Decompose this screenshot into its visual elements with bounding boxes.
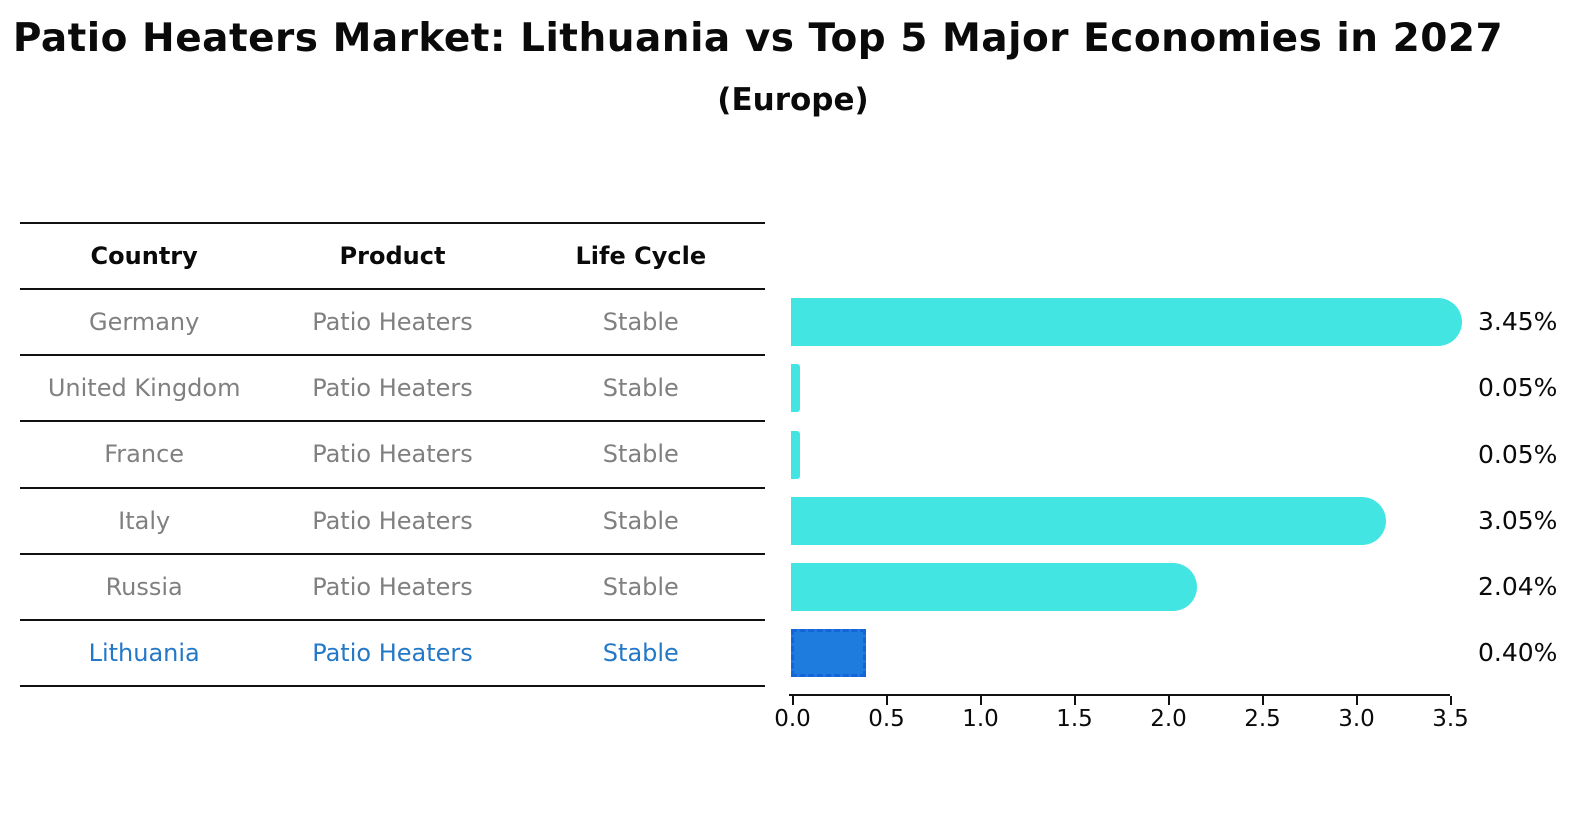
x-tick-label: 3.0: [1338, 706, 1375, 732]
x-tick-mark: [979, 696, 982, 705]
x-tick-label: 0.5: [868, 706, 905, 732]
column-header-country: Country: [90, 242, 198, 270]
bar-russia: [791, 562, 1197, 611]
x-tick-label: 3.5: [1432, 706, 1469, 732]
value-label-russia: 2.04%: [1478, 571, 1558, 601]
cell-country: United Kingdom: [47, 374, 241, 403]
column-header-product: Product: [339, 242, 446, 270]
bar-lithuania: [791, 629, 867, 678]
cell-country: Lithuania: [88, 639, 200, 668]
bar-italy: [791, 496, 1387, 545]
x-tick-mark: [1449, 696, 1452, 705]
x-tick-mark: [1355, 696, 1358, 705]
chart-subtitle: (Europe): [717, 82, 869, 118]
value-label-italy: 3.05%: [1478, 505, 1558, 535]
bar-united-kingdom: [791, 364, 801, 413]
cell-product: Patio Heaters: [312, 440, 473, 469]
country-table: Country Product Life Cycle Germany Patio …: [20, 222, 765, 688]
value-label-germany: 3.45%: [1478, 307, 1558, 337]
cell-country: Germany: [89, 308, 200, 337]
bar-france: [791, 430, 801, 479]
cell-product: Patio Heaters: [312, 639, 473, 668]
x-tick-label: 1.0: [962, 706, 999, 732]
x-tick-label: 1.5: [1056, 706, 1093, 732]
cell-country: Italy: [118, 506, 171, 535]
cell-country: France: [104, 440, 185, 469]
cell-life-cycle: Stable: [602, 440, 679, 469]
cell-life-cycle: Stable: [602, 374, 679, 403]
x-tick-label: 2.5: [1244, 706, 1281, 732]
x-axis-line: [789, 694, 1450, 696]
cell-life-cycle: Stable: [602, 506, 679, 535]
cell-country: Russia: [105, 572, 183, 601]
bar-germany: [791, 298, 1462, 347]
table-header-row: Country Product Life Cycle: [20, 224, 765, 290]
value-label-lithuania: 0.40%: [1478, 638, 1558, 668]
table-row-russia: Russia Patio Heaters Stable: [20, 555, 765, 621]
value-label-united-kingdom: 0.05%: [1478, 373, 1558, 403]
table-body: Germany Patio Heaters Stable United Kingdom…: [20, 290, 765, 688]
table-row-france: France Patio Heaters Stable: [20, 422, 765, 489]
column-header-life-cycle: Life Cycle: [575, 242, 707, 270]
table-row-italy: Italy Patio Heaters Stable: [20, 489, 765, 555]
table-row-united-kingdom: United Kingdom Patio Heaters Stable: [20, 356, 765, 423]
cell-life-cycle: Stable: [602, 308, 679, 337]
x-tick-mark: [885, 696, 888, 705]
x-tick-mark: [1073, 696, 1076, 705]
x-tick-label: 0.0: [774, 706, 811, 732]
cell-product: Patio Heaters: [312, 308, 473, 337]
x-tick-mark: [791, 696, 794, 705]
table-row-germany: Germany Patio Heaters Stable: [20, 290, 765, 357]
table-row-lithuania: Lithuania Patio Heaters Stable: [20, 621, 765, 688]
cell-life-cycle: Stable: [602, 639, 679, 668]
cell-product: Patio Heaters: [312, 572, 473, 601]
cell-life-cycle: Stable: [602, 572, 679, 601]
x-tick-label: 2.0: [1150, 706, 1187, 732]
chart-title: Patio Heaters Market: Lithuania vs Top 5…: [12, 16, 1504, 61]
cell-product: Patio Heaters: [312, 374, 473, 403]
x-tick-mark: [1167, 696, 1170, 705]
value-label-france: 0.05%: [1478, 439, 1558, 469]
cell-product: Patio Heaters: [312, 506, 473, 535]
x-tick-mark: [1261, 696, 1264, 705]
